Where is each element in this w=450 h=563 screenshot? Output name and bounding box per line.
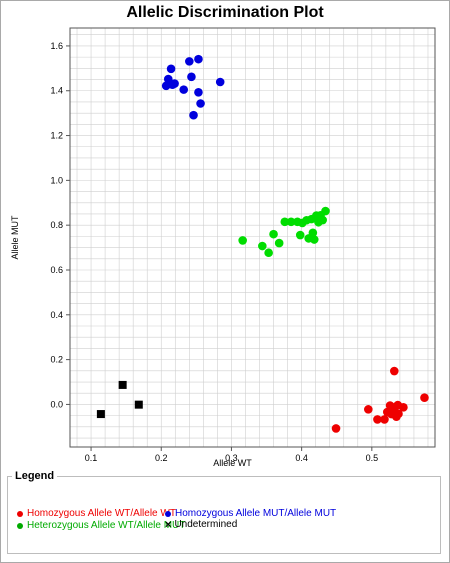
data-point	[280, 217, 290, 227]
data-point	[187, 72, 196, 82]
data-point	[215, 77, 225, 87]
y-tick-label: 0.4	[50, 310, 63, 320]
data-point	[373, 415, 382, 424]
data-point	[399, 403, 408, 412]
x-axis-label: Allele WT	[213, 458, 252, 468]
y-tick-label: 0.2	[50, 355, 63, 365]
legend-label-heterozygous: Heterozygous Allele WT/Allele MUT	[27, 520, 186, 531]
x-tick-label: 0.2	[155, 453, 168, 463]
data-point	[185, 57, 194, 66]
data-point	[194, 54, 203, 64]
data-point-undetermined	[96, 410, 105, 419]
data-point	[394, 409, 403, 419]
data-point	[269, 229, 278, 239]
legend-label-undetermined: Undetermined	[174, 519, 238, 530]
data-point	[331, 424, 341, 433]
legend-item-homozygous-wt: Homozygous Allele WT/Allele WT	[17, 508, 176, 519]
data-point	[380, 415, 389, 424]
data-point	[170, 79, 179, 88]
x-tick-label: 0.5	[366, 453, 379, 463]
data-point	[274, 238, 284, 248]
blue-dot-icon	[165, 510, 171, 517]
data-point-undetermined	[118, 380, 127, 389]
data-point	[166, 64, 176, 74]
data-point	[258, 241, 267, 251]
y-tick-label: 1.6	[50, 41, 63, 51]
data-point	[286, 217, 296, 227]
data-point	[420, 393, 429, 403]
y-tick-label: 1.4	[50, 86, 63, 96]
data-point	[364, 405, 373, 414]
data-point-undetermined	[134, 400, 143, 409]
scatter-plot: 0.1 0.2 0.3 0.4 0.5 0.0 0.2 0.4 0.6 0.8 1.0 1.2 1.4 1…	[10, 27, 436, 468]
legend-item-homozygous-mut: Homozygous Allele MUT/Allele MUT	[165, 508, 336, 519]
data-point	[321, 206, 330, 216]
x-tick-label: 0.4	[295, 453, 308, 463]
legend-label-homozygous-mut: Homozygous Allele MUT/Allele MUT	[175, 508, 337, 519]
y-tick-label: 0.0	[50, 399, 63, 409]
y-tick-label: 0.6	[50, 265, 63, 275]
data-point	[194, 88, 203, 97]
legend-title: Legend	[12, 470, 58, 482]
plot-border	[69, 27, 436, 448]
data-point	[189, 110, 198, 120]
chart-title: Allelic Discrimination Plot	[126, 4, 324, 21]
y-tick-label: 1.0	[50, 175, 63, 185]
legend-item-heterozygous: Heterozygous Allele WT/Allele MUT	[17, 520, 185, 531]
y-axis-label: Allele MUT	[10, 215, 20, 260]
data-point	[238, 236, 247, 245]
x-mark-icon: ×	[165, 518, 172, 531]
x-tick-label: 0.1	[85, 453, 98, 463]
y-tick-label: 1.2	[50, 131, 63, 141]
data-point	[308, 228, 318, 238]
y-tick-label: 0.8	[50, 220, 63, 230]
data-point	[179, 85, 189, 94]
data-point	[309, 235, 319, 244]
green-dot-icon	[17, 522, 23, 529]
data-point	[389, 366, 399, 376]
data-point	[295, 230, 305, 240]
data-point	[318, 215, 327, 225]
data-point	[264, 248, 273, 258]
legend-item-undetermined: × Undetermined	[165, 519, 237, 530]
red-dot-icon	[17, 510, 23, 517]
plot-background	[70, 28, 435, 447]
x-tick-label: 0.3	[225, 453, 238, 463]
legend-label-homozygous-wt: Homozygous Allele WT/Allele WT	[27, 508, 176, 519]
legend-box	[7, 476, 441, 554]
data-point	[196, 99, 205, 108]
